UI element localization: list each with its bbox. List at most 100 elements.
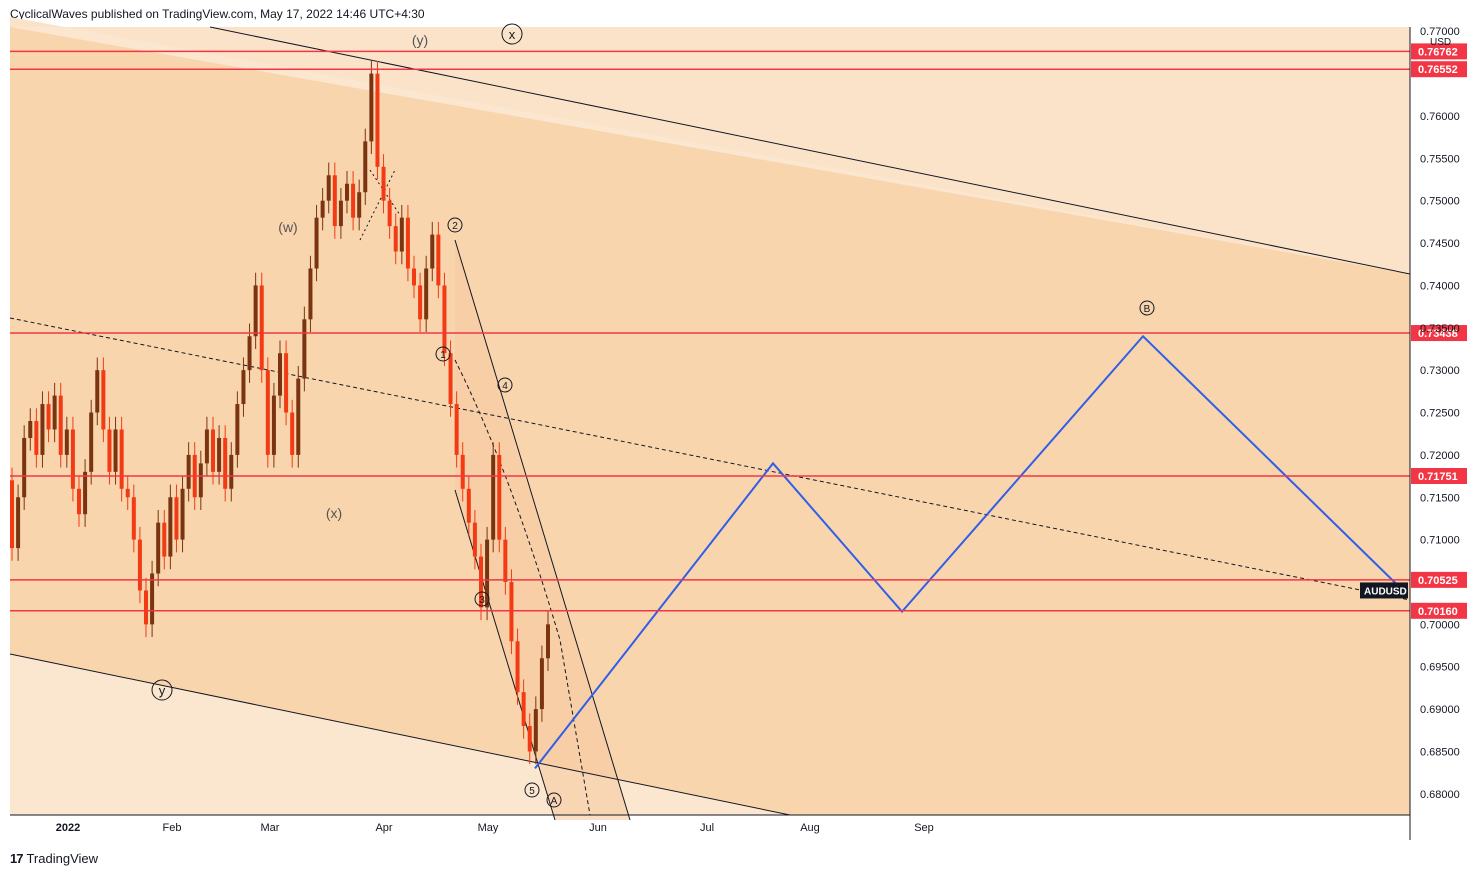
- candle-body: [46, 404, 51, 430]
- candle-body: [308, 268, 313, 320]
- publish-attribution: CyclicalWaves published on TradingView.c…: [10, 7, 425, 21]
- candle-body: [381, 166, 386, 201]
- candle-body: [418, 285, 423, 320]
- wave-label: (y): [412, 32, 428, 48]
- candle-body: [278, 353, 282, 396]
- candle-body: [412, 268, 416, 286]
- wave-label-circle: [1139, 300, 1155, 316]
- candle-body: [174, 497, 179, 540]
- candle-body: [198, 463, 203, 498]
- candle-body: [131, 497, 136, 540]
- wave-label: (x): [326, 505, 342, 521]
- symbol-tag: [1360, 582, 1408, 599]
- candle-body: [95, 370, 100, 413]
- level-price-label: 0.76762: [1418, 46, 1458, 58]
- candle-body: [546, 624, 550, 659]
- y-tick-label: 0.77000: [1420, 26, 1460, 38]
- trend-lines: [9, 26, 1411, 821]
- level-price-label: 0.73438: [1418, 328, 1458, 340]
- level-price-label: 0.71751: [1418, 471, 1458, 483]
- candle-body: [351, 183, 356, 218]
- tradingview-brand: TradingView: [26, 851, 99, 866]
- y-tick-label: 0.69500: [1420, 662, 1460, 674]
- x-tick-label: Apr: [375, 822, 392, 834]
- candle-body: [497, 454, 502, 540]
- wave-label: 5: [529, 786, 535, 797]
- candle-body: [515, 641, 520, 693]
- candle-body: [101, 370, 106, 430]
- x-tick-label: 2022: [56, 822, 80, 834]
- wave-labels: (y) x (w) (x) y 1 2 3 4 5 A B: [151, 23, 1155, 808]
- candle-body: [357, 192, 362, 218]
- candle-body: [229, 454, 234, 489]
- candle-body: [539, 658, 544, 710]
- x-tick-label: Feb: [163, 822, 182, 834]
- candle-body: [448, 353, 453, 405]
- candle-body: [40, 404, 45, 455]
- projection-path: [534, 334, 1404, 770]
- candle-body: [217, 437, 222, 472]
- level-price-tag: [1411, 43, 1467, 60]
- x-tick-label: Sep: [914, 822, 934, 834]
- candle-body: [211, 429, 215, 472]
- level-price-label: 0.70525: [1418, 575, 1458, 587]
- wave-label: 3: [479, 595, 485, 606]
- y-tick-label: 0.76000: [1420, 111, 1460, 123]
- wave-label-circle: [546, 792, 562, 808]
- tradingview-footer[interactable]: 17 TradingView: [10, 851, 98, 866]
- level-price-tag: [1411, 467, 1467, 484]
- x-tick-label: Aug: [800, 822, 820, 834]
- candle-body: [89, 412, 94, 472]
- y-tick-label: 0.73000: [1420, 365, 1460, 377]
- candle-body: [186, 454, 191, 489]
- candle-body: [137, 539, 142, 591]
- candle-body: [265, 370, 270, 455]
- candle-body: [454, 404, 459, 455]
- impulse-dashed-curve: [454, 359, 591, 816]
- candle-body: [253, 285, 258, 337]
- candle-body: [485, 539, 490, 608]
- triangle-dotted-2: [369, 169, 401, 216]
- wave-label: 2: [452, 221, 458, 232]
- candle-body: [58, 395, 63, 455]
- candle-body: [28, 421, 33, 438]
- level-price-label: 0.70160: [1418, 606, 1458, 618]
- candle-body: [16, 497, 21, 549]
- level-price-tag: [1411, 571, 1467, 588]
- candle-body: [521, 692, 526, 727]
- candle-body: [442, 285, 447, 354]
- candle-body: [296, 378, 301, 455]
- wave-label-circle: [474, 591, 490, 607]
- horizontal-levels: 0.76762 0.76552 0.73438 0.71751 0.70525 0.701…: [10, 43, 1467, 619]
- candle-body: [247, 336, 252, 371]
- wave-label: x: [509, 27, 516, 42]
- candle-body: [405, 217, 410, 269]
- candle-body: [259, 285, 264, 371]
- x-tick-label: Jul: [700, 822, 714, 834]
- wave-label-circle: [151, 679, 173, 701]
- candle-body: [491, 454, 496, 540]
- wave-label-circle: [524, 782, 540, 798]
- candle-body: [22, 437, 27, 498]
- y-tick-label: 0.73500: [1420, 323, 1460, 335]
- candle-body: [320, 200, 325, 218]
- wave-label: y: [159, 683, 166, 698]
- y-tick-label: 0.69000: [1420, 704, 1460, 716]
- candle-body: [223, 437, 228, 489]
- y-tick-label: 0.71000: [1420, 535, 1460, 547]
- candle-body: [290, 412, 295, 455]
- candle-body: [338, 200, 343, 227]
- upper-channel-line: [209, 26, 1411, 275]
- wave-label: B: [1144, 304, 1151, 315]
- level-price-tag: [1411, 602, 1467, 619]
- candle-body: [241, 370, 246, 405]
- wave-label-circle: [497, 377, 513, 393]
- candle-body: [430, 234, 435, 269]
- candlesticks: [10, 60, 550, 765]
- candle-body: [180, 488, 185, 540]
- y-tick-label: 0.71500: [1420, 492, 1460, 504]
- level-price-label: 0.76552: [1418, 64, 1458, 76]
- lower-channel-line: [9, 653, 791, 816]
- candle-body: [168, 497, 173, 557]
